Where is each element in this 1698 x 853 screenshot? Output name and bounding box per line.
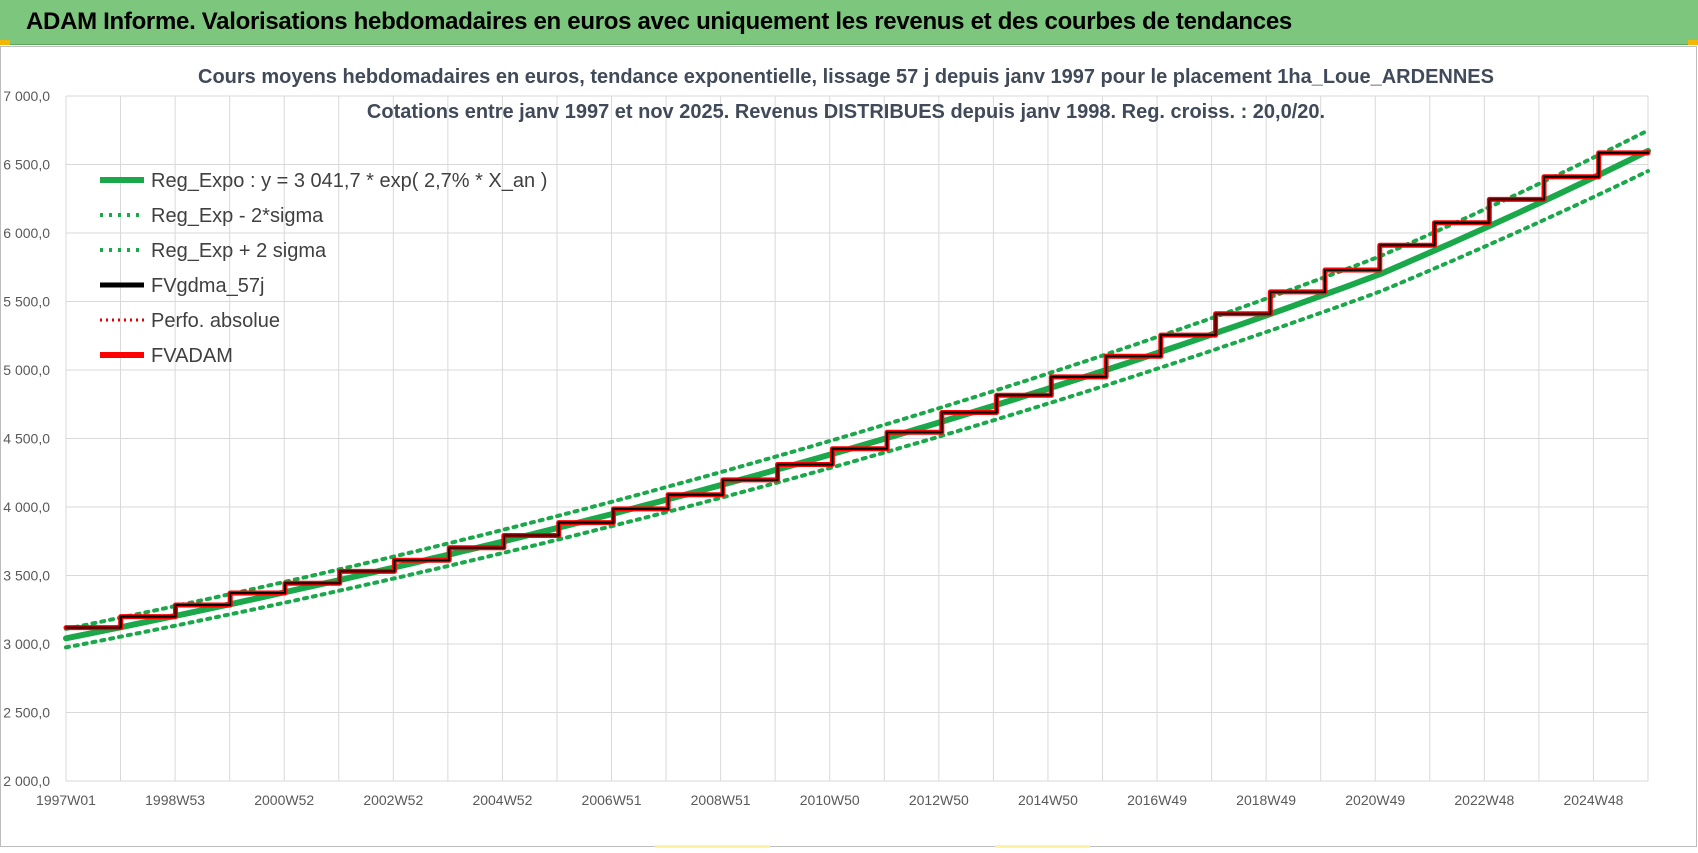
chart-subtitle: Cotations entre janv 1997 et nov 2025. R… <box>367 101 1325 123</box>
x-tick-label: 2014W50 <box>1018 792 1078 808</box>
y-tick-label: 3 000,0 <box>3 636 50 652</box>
legend-label: Reg_Expo : y = 3 041,7 * exp( 2,7% * X_a… <box>151 170 547 192</box>
x-tick-label: 2006W51 <box>582 792 642 808</box>
x-tick-label: 2024W48 <box>1563 792 1623 808</box>
corner-marker-right <box>1688 40 1698 45</box>
legend-label: Reg_Exp + 2 sigma <box>151 240 327 262</box>
y-tick-label: 6 000,0 <box>3 225 50 241</box>
series-line-1 <box>64 169 1650 650</box>
chart-area: 2 000,0 2 500,0 3 000,0 3 500,0 4 000,0 4 500… <box>0 46 1698 848</box>
y-tick-label: 3 500,0 <box>3 568 50 584</box>
x-axis-ticks: 1997W01 1998W53 2000W52 2002W52 2004W52 2006W… <box>36 792 1624 808</box>
report-header: ADAM Informe. Valorisations hebdomadaire… <box>0 0 1698 45</box>
chart-title: Cours moyens hebdomadaires en euros, ten… <box>198 66 1494 88</box>
series-lines <box>63 128 1651 650</box>
legend-label: FVADAM <box>151 345 233 367</box>
x-tick-label: 2016W49 <box>1127 792 1187 808</box>
series-line-3 <box>65 151 1649 629</box>
legend-label: Perfo. absolue <box>151 310 280 332</box>
y-tick-label: 2 500,0 <box>3 705 50 721</box>
x-tick-label: 2008W51 <box>691 792 751 808</box>
line-chart: 2 000,0 2 500,0 3 000,0 3 500,0 4 000,0 4 500… <box>3 66 1651 808</box>
chart-titles: Cours moyens hebdomadaires en euros, ten… <box>198 66 1494 123</box>
report-title: ADAM Informe. Valorisations hebdomadaire… <box>26 8 1292 35</box>
legend-label: Reg_Exp - 2*sigma <box>151 205 324 227</box>
corner-marker-left <box>0 40 10 45</box>
x-tick-label: 2000W52 <box>254 792 314 808</box>
x-tick-label: 1998W53 <box>145 792 205 808</box>
y-tick-label: 4 500,0 <box>3 431 50 447</box>
legend: Reg_Expo : y = 3 041,7 * exp( 2,7% * X_a… <box>100 170 547 367</box>
y-tick-label: 5 000,0 <box>3 362 50 378</box>
x-tick-label: 2004W52 <box>472 792 532 808</box>
x-tick-label: 2020W49 <box>1345 792 1405 808</box>
x-tick-label: 1997W01 <box>36 792 96 808</box>
series-line-2 <box>64 128 1650 631</box>
y-tick-label: 4 000,0 <box>3 499 50 515</box>
status-bar-segment <box>655 845 770 848</box>
x-tick-label: 2010W50 <box>800 792 860 808</box>
x-tick-label: 2012W50 <box>909 792 969 808</box>
x-tick-label: 2002W52 <box>363 792 423 808</box>
x-tick-label: 2018W49 <box>1236 792 1296 808</box>
legend-label: FVgdma_57j <box>151 275 264 297</box>
x-tick-label: 2022W48 <box>1454 792 1514 808</box>
y-tick-label: 2 000,0 <box>3 773 50 789</box>
grid <box>65 95 1649 782</box>
y-tick-label: 5 500,0 <box>3 294 50 310</box>
y-axis-ticks: 2 000,0 2 500,0 3 000,0 3 500,0 4 000,0 4 500… <box>3 88 50 789</box>
status-bar-segment <box>995 845 1090 848</box>
y-tick-label: 7 000,0 <box>3 88 50 104</box>
y-tick-label: 6 500,0 <box>3 157 50 173</box>
